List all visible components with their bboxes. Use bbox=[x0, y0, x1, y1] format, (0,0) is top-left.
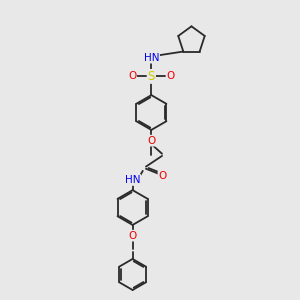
Text: HN: HN bbox=[144, 53, 159, 63]
Text: O: O bbox=[128, 231, 137, 241]
Text: O: O bbox=[167, 71, 175, 81]
Text: O: O bbox=[158, 171, 167, 181]
Text: S: S bbox=[148, 70, 155, 83]
Text: O: O bbox=[128, 71, 136, 81]
Text: O: O bbox=[147, 136, 155, 146]
Text: HN: HN bbox=[125, 175, 140, 185]
